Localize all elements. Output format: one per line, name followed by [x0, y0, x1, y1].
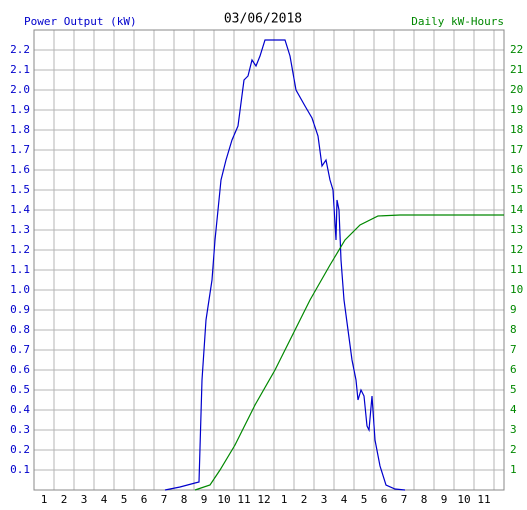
y-tick-label: 2.0: [10, 83, 30, 96]
y-tick-label: 0.9: [10, 303, 30, 316]
y2-tick-label: 22: [510, 43, 523, 56]
y2-tick-label: 2: [510, 443, 517, 456]
x-tick-label: 5: [361, 493, 368, 506]
y-tick-label: 0.7: [10, 343, 30, 356]
y2-tick-label: 11: [510, 263, 523, 276]
y2-tick-label: 9: [510, 303, 517, 316]
x-tick-label: 2: [61, 493, 68, 506]
y-tick-label: 1.6: [10, 163, 30, 176]
y2-tick-label: 12: [510, 243, 523, 256]
y2-tick-label: 13: [510, 223, 523, 236]
y2-tick-label: 17: [510, 143, 523, 156]
y2-tick-label: 19: [510, 103, 523, 116]
y-tick-label: 1.2: [10, 243, 30, 256]
y-axis-label: Power Output (kW): [24, 15, 137, 28]
y2-tick-label: 6: [510, 363, 517, 376]
x-tick-label: 11: [237, 493, 250, 506]
x-tick-label: 8: [181, 493, 188, 506]
y-tick-label: 0.3: [10, 423, 30, 436]
y2-axis-label: Daily kW-Hours: [411, 15, 504, 28]
x-tick-label: 2: [301, 493, 308, 506]
y-tick-label: 0.8: [10, 323, 30, 336]
y-tick-label: 1.3: [10, 223, 30, 236]
y2-tick-label: 15: [510, 183, 523, 196]
series-line: [164, 39, 406, 491]
series-line: [194, 214, 504, 491]
y2-tick-label: 20: [510, 83, 523, 96]
y2-tick-label: 16: [510, 163, 523, 176]
plot-frame: [33, 29, 505, 491]
chart-title: 03/06/2018: [224, 12, 302, 27]
y-tick-label: 1.9: [10, 103, 30, 116]
y2-tick-label: 21: [510, 63, 523, 76]
x-tick-label: 10: [457, 493, 470, 506]
x-tick-label: 3: [81, 493, 88, 506]
y-tick-label: 0.4: [10, 403, 30, 416]
y-tick-label: 2.1: [10, 63, 30, 76]
x-tick-label: 8: [421, 493, 428, 506]
y-tick-label: 1.7: [10, 143, 30, 156]
y-tick-label: 0.1: [10, 463, 30, 476]
y2-tick-label: 7: [510, 343, 517, 356]
x-tick-label: 12: [257, 493, 270, 506]
y-tick-label: 1.5: [10, 183, 30, 196]
y2-tick-label: 5: [510, 383, 517, 396]
y-tick-label: 2.2: [10, 43, 30, 56]
x-tick-label: 4: [341, 493, 348, 506]
y-tick-label: 0.2: [10, 443, 30, 456]
x-tick-label: 7: [401, 493, 408, 506]
y2-tick-label: 18: [510, 123, 523, 136]
x-tick-label: 10: [217, 493, 230, 506]
x-tick-label: 9: [441, 493, 448, 506]
y-tick-label: 1.4: [10, 203, 30, 216]
y2-tick-label: 14: [510, 203, 524, 216]
x-tick-label: 1: [281, 493, 288, 506]
x-tick-label: 6: [141, 493, 148, 506]
x-tick-label: 11: [477, 493, 490, 506]
y2-tick-label: 1: [510, 463, 517, 476]
y-tick-label: 1.8: [10, 123, 30, 136]
y-tick-label: 1.0: [10, 283, 30, 296]
y2-tick-label: 8: [510, 323, 517, 336]
x-tick-label: 1: [41, 493, 48, 506]
y-tick-label: 1.1: [10, 263, 30, 276]
y-tick-label: 0.5: [10, 383, 30, 396]
x-tick-label: 6: [381, 493, 388, 506]
x-tick-label: 3: [321, 493, 328, 506]
y-tick-label: 0.6: [10, 363, 30, 376]
y2-tick-label: 4: [510, 403, 517, 416]
x-tick-label: 7: [161, 493, 168, 506]
y2-tick-label: 3: [510, 423, 517, 436]
y2-tick-label: 10: [510, 283, 523, 296]
x-tick-label: 9: [201, 493, 208, 506]
x-tick-label: 4: [101, 493, 108, 506]
x-tick-label: 5: [121, 493, 128, 506]
